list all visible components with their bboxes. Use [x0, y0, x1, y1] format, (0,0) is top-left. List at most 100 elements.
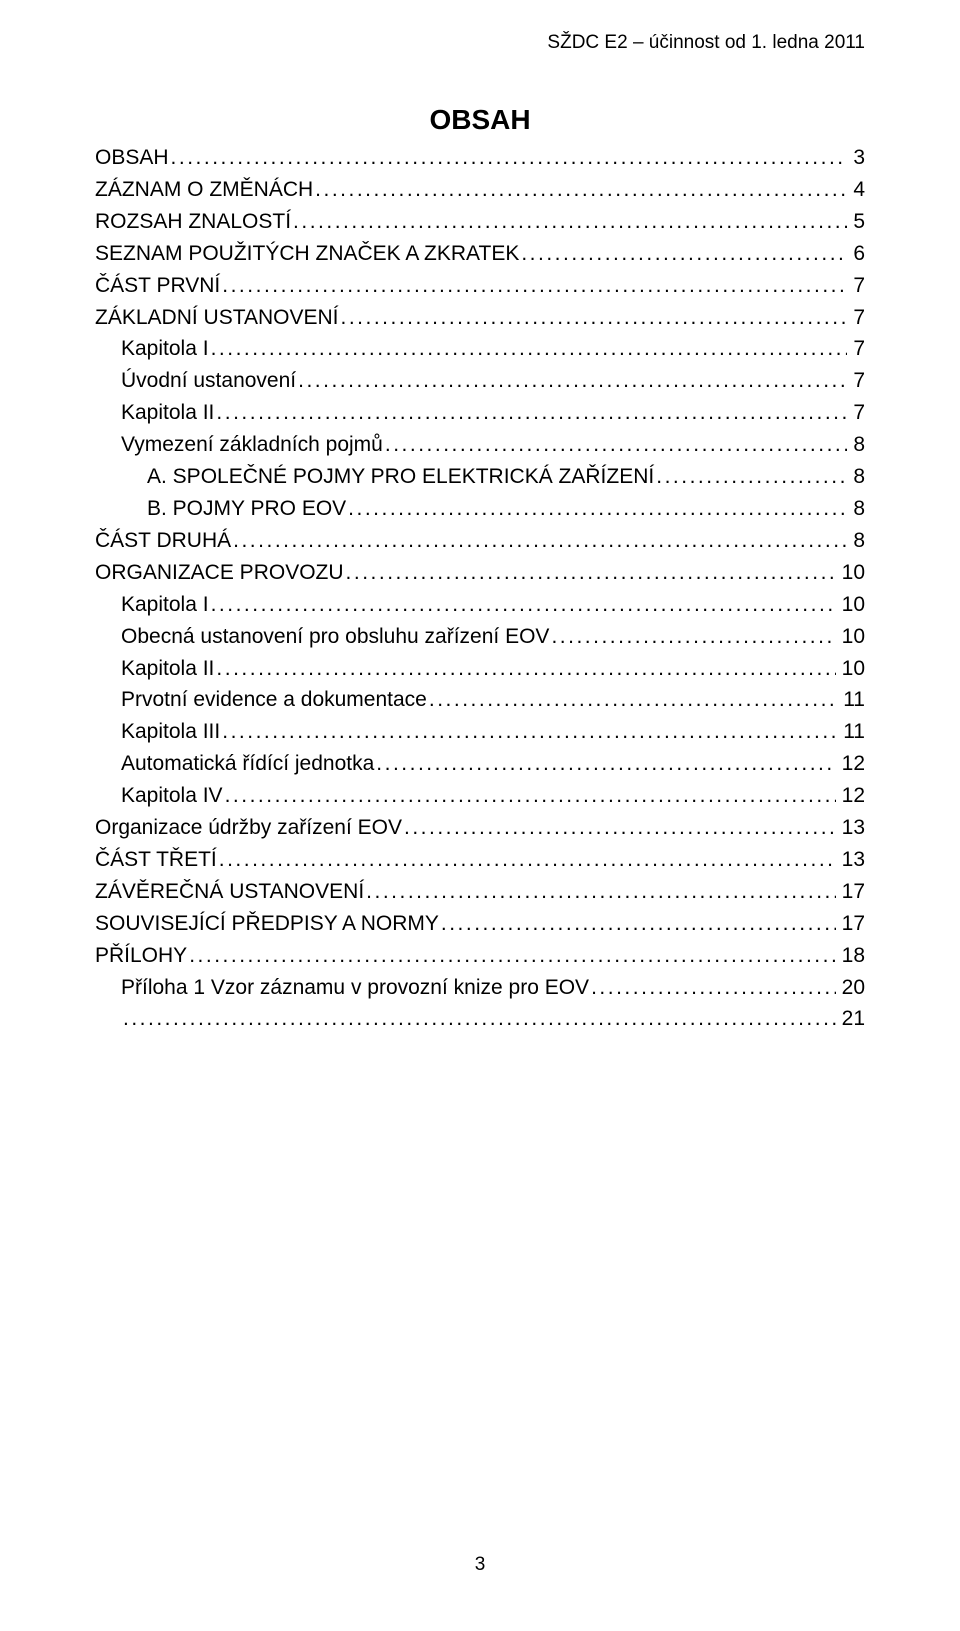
toc-leader — [222, 716, 837, 748]
toc-label: Obecná ustanovení pro obsluhu zařízení E… — [121, 621, 549, 653]
toc-leader — [656, 461, 847, 493]
toc-label: Kapitola III — [121, 716, 220, 748]
toc-row: Kapitola II 7 — [95, 397, 865, 429]
toc-page: 10 — [838, 653, 865, 685]
toc-page: 12 — [838, 780, 865, 812]
toc-label: ČÁST DRUHÁ — [95, 525, 231, 557]
toc-row: PŘÍLOHY 18 — [95, 940, 865, 972]
toc-leader — [216, 397, 847, 429]
toc-label: Prvotní evidence a dokumentace — [121, 684, 427, 716]
toc-label: Kapitola II — [121, 397, 214, 429]
document-header: SŽDC E2 – účinnost od 1. ledna 2011 — [547, 32, 865, 54]
toc-page: 7 — [849, 397, 865, 429]
document-title: OBSAH — [0, 104, 960, 136]
toc-row: 21 — [95, 1003, 865, 1035]
page-number: 3 — [0, 1554, 960, 1576]
toc-row: Vymezení základních pojmů 8 — [95, 429, 865, 461]
toc-row: ZÁVĚREČNÁ USTANOVENÍ 17 — [95, 876, 865, 908]
toc-label: ZÁKLADNÍ USTANOVENÍ — [95, 302, 339, 334]
toc-page: 10 — [838, 557, 865, 589]
toc-leader — [441, 908, 836, 940]
toc-leader — [521, 238, 847, 270]
toc-leader — [293, 206, 847, 238]
toc-leader — [376, 748, 835, 780]
toc-label: A. SPOLEČNÉ POJMY PRO ELEKTRICKÁ ZAŘÍZEN… — [147, 461, 654, 493]
document-page: SŽDC E2 – účinnost od 1. ledna 2011 OBSA… — [0, 0, 960, 1631]
toc-leader — [429, 684, 837, 716]
toc-label: SOUVISEJÍCÍ PŘEDPISY A NORMY — [95, 908, 439, 940]
toc-leader — [225, 780, 836, 812]
toc-page: 10 — [838, 621, 865, 653]
toc-page: 12 — [838, 748, 865, 780]
toc-label: ZÁZNAM O ZMĚNÁCH — [95, 174, 313, 206]
toc-label: ZÁVĚREČNÁ USTANOVENÍ — [95, 876, 364, 908]
toc-label: Kapitola I — [121, 333, 209, 365]
toc-row: OBSAH 3 — [95, 142, 865, 174]
toc-page: 8 — [849, 429, 865, 461]
toc-row: Prvotní evidence a dokumentace 11 — [95, 684, 865, 716]
toc-leader — [591, 972, 836, 1004]
toc-page: 8 — [849, 461, 865, 493]
toc-page: 11 — [839, 684, 865, 716]
toc-page: 7 — [849, 270, 865, 302]
toc-page: 21 — [838, 1003, 865, 1035]
toc-leader — [341, 302, 848, 334]
toc-leader — [551, 621, 835, 653]
toc-page: 7 — [849, 333, 865, 365]
toc-leader — [315, 174, 847, 206]
toc-row: A. SPOLEČNÉ POJMY PRO ELEKTRICKÁ ZAŘÍZEN… — [95, 461, 865, 493]
toc-leader — [233, 525, 847, 557]
toc-label: Kapitola IV — [121, 780, 223, 812]
toc-row: Úvodní ustanovení 7 — [95, 365, 865, 397]
toc-page: 6 — [849, 238, 865, 270]
toc-label: OBSAH — [95, 142, 169, 174]
toc-row: B. POJMY PRO EOV 8 — [95, 493, 865, 525]
toc-row: ZÁZNAM O ZMĚNÁCH 4 — [95, 174, 865, 206]
toc-label: B. POJMY PRO EOV — [147, 493, 346, 525]
toc-leader — [222, 270, 847, 302]
toc-leader — [298, 365, 847, 397]
toc-row: Kapitola IV 12 — [95, 780, 865, 812]
toc-label: Kapitola I — [121, 589, 209, 621]
toc-leader — [346, 557, 836, 589]
toc-label: Příloha 1 Vzor záznamu v provozní knize … — [121, 972, 589, 1004]
toc-page: 13 — [838, 812, 865, 844]
toc-label: ČÁST PRVNÍ — [95, 270, 220, 302]
toc-label: ORGANIZACE PROVOZU — [95, 557, 344, 589]
toc-leader — [211, 589, 836, 621]
toc-row: Kapitola I 7 — [95, 333, 865, 365]
toc-leader — [366, 876, 835, 908]
toc-label: ČÁST TŘETÍ — [95, 844, 217, 876]
toc-page: 4 — [849, 174, 865, 206]
toc-page: 17 — [838, 908, 865, 940]
toc-row: ORGANIZACE PROVOZU 10 — [95, 557, 865, 589]
toc-label: Vymezení základních pojmů — [121, 429, 383, 461]
toc-page: 20 — [838, 972, 865, 1004]
toc-row: ROZSAH ZNALOSTÍ 5 — [95, 206, 865, 238]
toc-page: 3 — [849, 142, 865, 174]
toc-leader — [219, 844, 836, 876]
toc-row: SOUVISEJÍCÍ PŘEDPISY A NORMY 17 — [95, 908, 865, 940]
toc-page: 11 — [839, 716, 865, 748]
toc-row: Kapitola II 10 — [95, 653, 865, 685]
toc-row: ČÁST DRUHÁ 8 — [95, 525, 865, 557]
toc-page: 8 — [849, 493, 865, 525]
toc-label: ROZSAH ZNALOSTÍ — [95, 206, 291, 238]
table-of-contents: OBSAH 3ZÁZNAM O ZMĚNÁCH 4ROZSAH ZNALOSTÍ… — [95, 142, 865, 1035]
toc-row: Kapitola I 10 — [95, 589, 865, 621]
toc-row: Kapitola III 11 — [95, 716, 865, 748]
toc-row: Automatická řídící jednotka 12 — [95, 748, 865, 780]
toc-row: ČÁST TŘETÍ 13 — [95, 844, 865, 876]
toc-row: Organizace údržby zařízení EOV 13 — [95, 812, 865, 844]
toc-row: ZÁKLADNÍ USTANOVENÍ 7 — [95, 302, 865, 334]
toc-page: 8 — [849, 525, 865, 557]
toc-label: SEZNAM POUŽITÝCH ZNAČEK A ZKRATEK — [95, 238, 519, 270]
toc-label: Automatická řídící jednotka — [121, 748, 374, 780]
toc-label: Kapitola II — [121, 653, 214, 685]
toc-leader — [216, 653, 835, 685]
toc-leader — [189, 940, 835, 972]
toc-leader — [171, 142, 848, 174]
toc-leader — [123, 1003, 836, 1035]
toc-page: 17 — [838, 876, 865, 908]
toc-row: ČÁST PRVNÍ 7 — [95, 270, 865, 302]
